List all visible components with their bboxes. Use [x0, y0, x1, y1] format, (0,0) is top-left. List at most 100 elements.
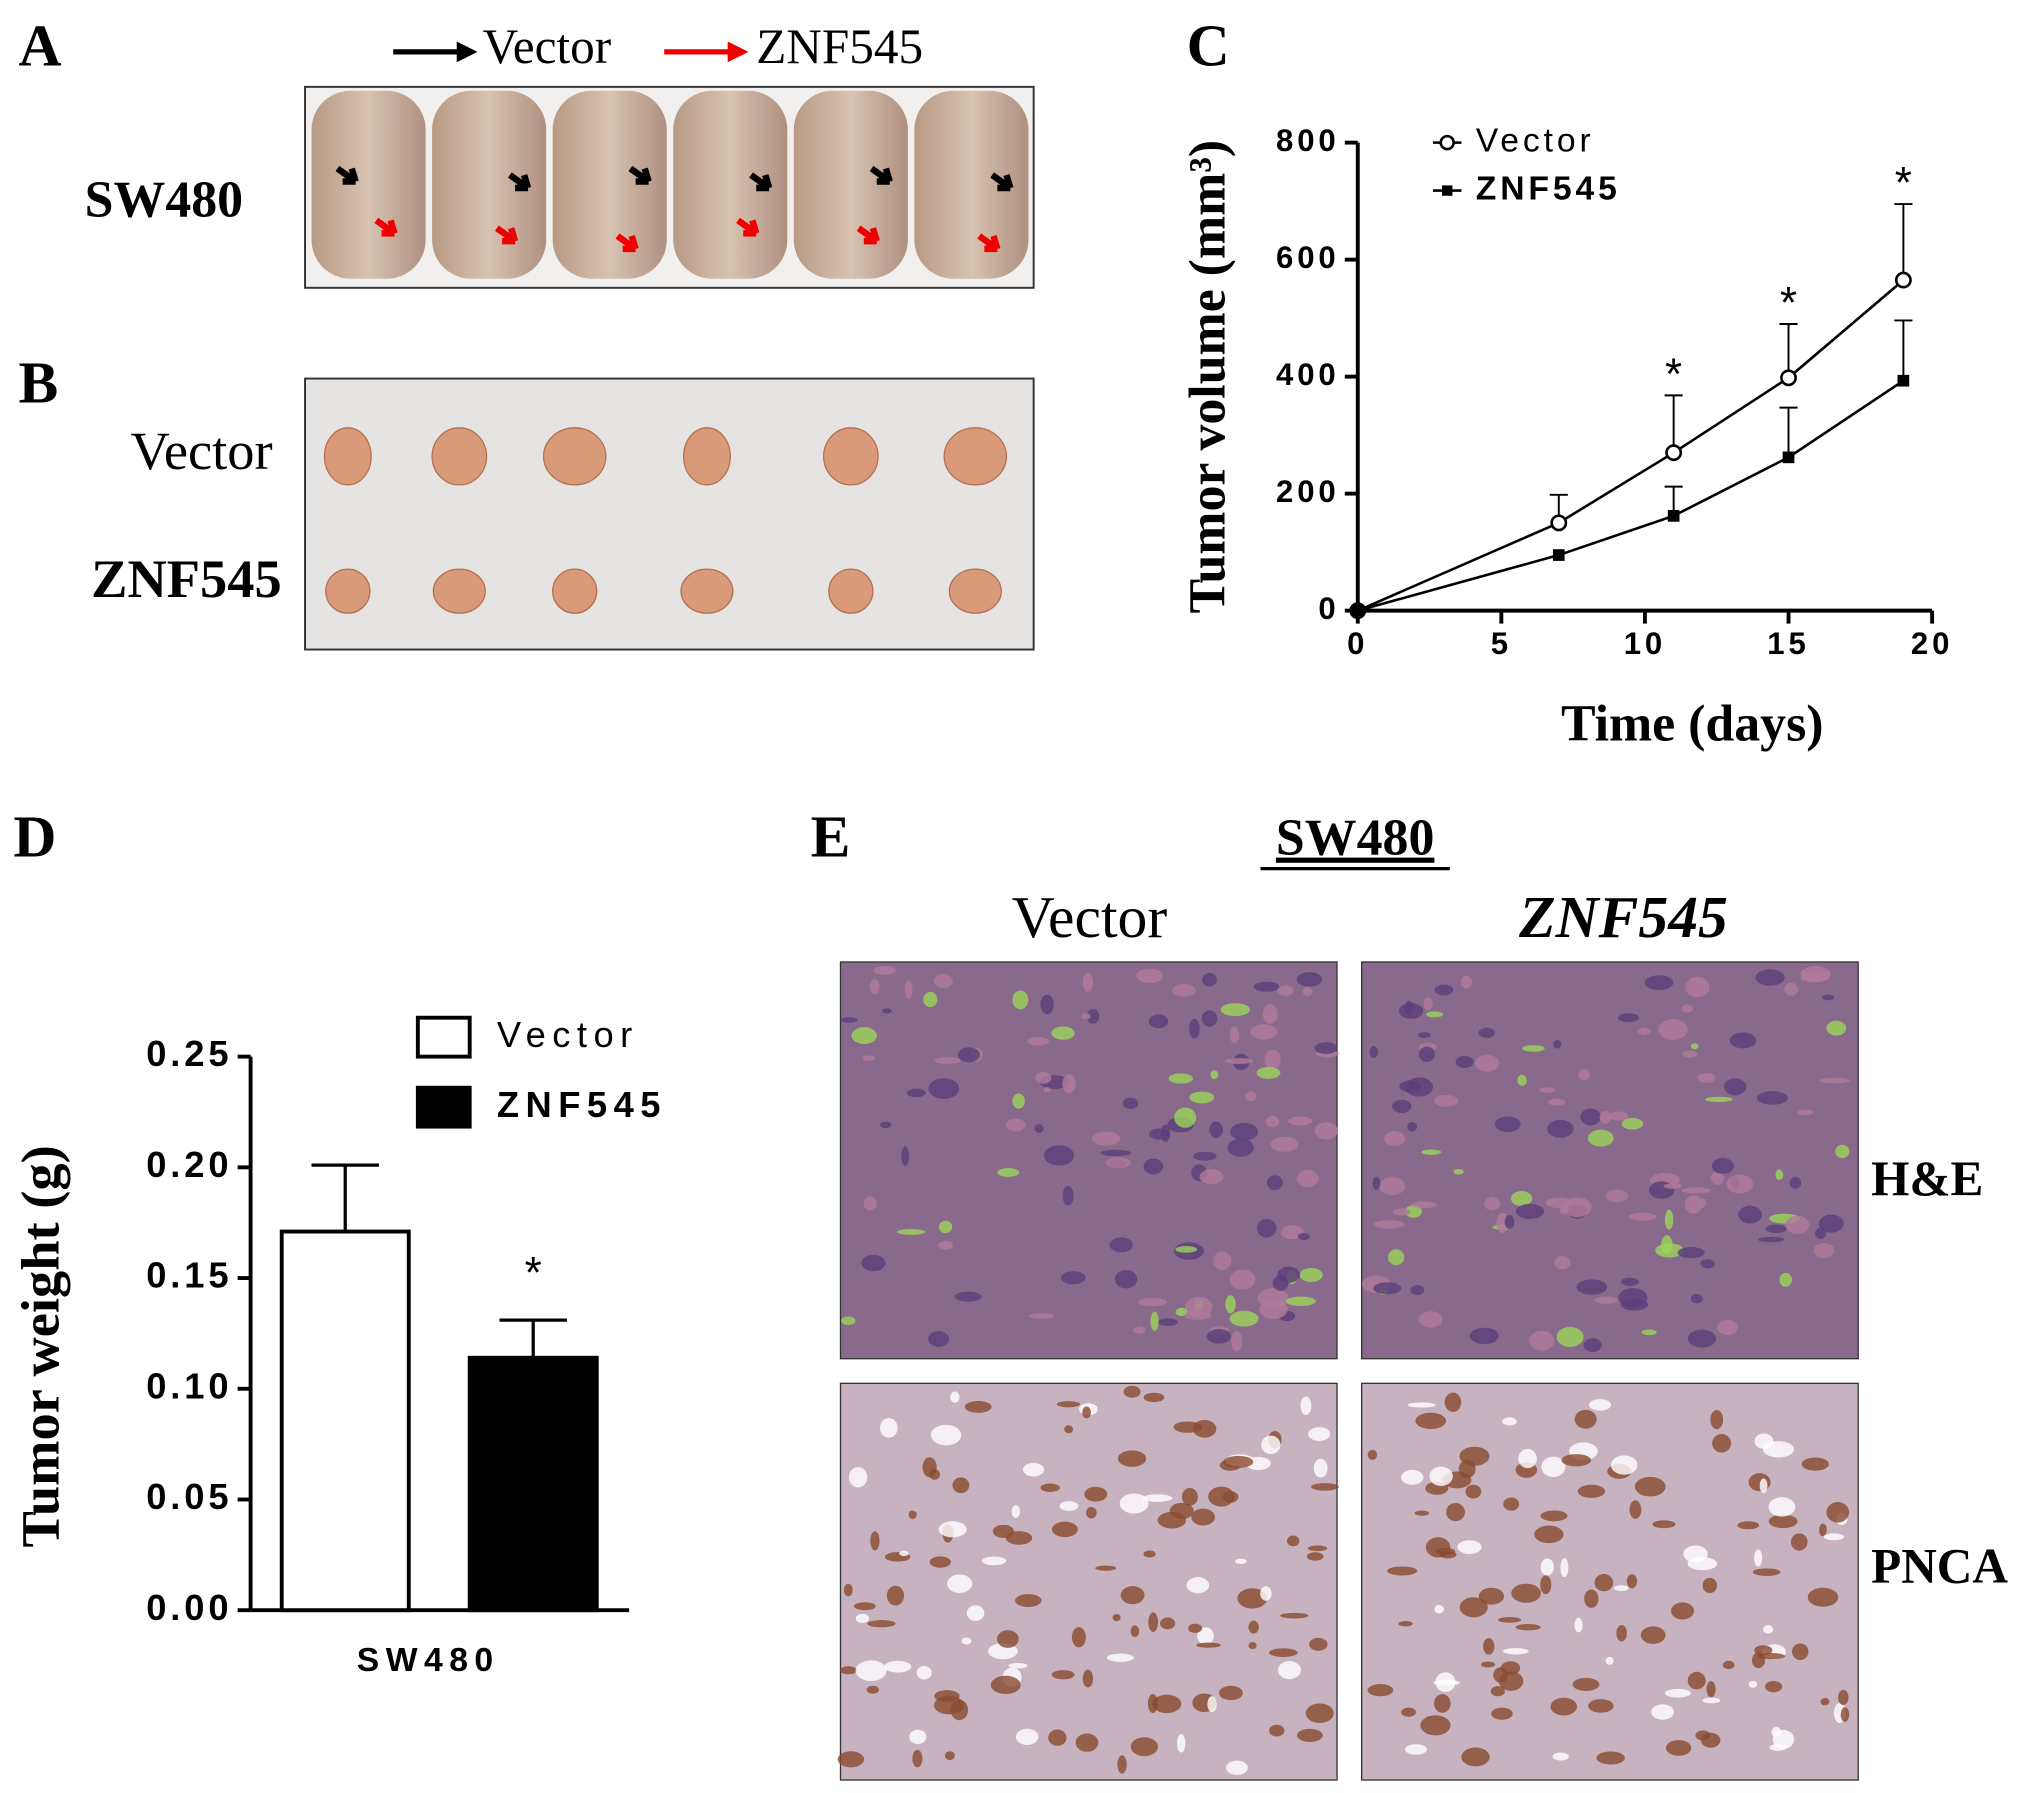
tissue	[1433, 1679, 1460, 1686]
tissue	[1401, 1707, 1417, 1717]
marker	[1550, 514, 1568, 532]
tissue	[1723, 1078, 1747, 1096]
tissue	[1628, 1212, 1657, 1221]
tissue	[899, 1550, 909, 1557]
tissue	[1123, 1385, 1141, 1398]
tissue	[1056, 1401, 1081, 1408]
tissue	[1392, 1099, 1412, 1114]
tissue	[934, 974, 953, 989]
arrow-red	[495, 225, 519, 245]
tissue	[1288, 1116, 1313, 1126]
tissue	[1043, 1086, 1052, 1093]
tissue	[1137, 1298, 1168, 1307]
tissue	[1152, 1694, 1182, 1714]
tissue	[1168, 1073, 1193, 1084]
tissue	[1561, 1454, 1592, 1467]
tissue	[1665, 1740, 1692, 1756]
tissue	[1618, 1288, 1648, 1308]
tissue	[1548, 1098, 1566, 1106]
tissue	[1702, 1697, 1721, 1704]
tissue	[1757, 1653, 1786, 1660]
tissue	[1248, 1620, 1259, 1634]
tissue	[1075, 1733, 1099, 1752]
tissue	[1775, 1169, 1784, 1180]
tissue	[1225, 1295, 1236, 1314]
tissue	[1716, 1319, 1738, 1335]
tissue	[1229, 1269, 1256, 1290]
tissue	[964, 1401, 992, 1413]
tissue	[1082, 972, 1094, 992]
tumor	[682, 427, 731, 486]
tissue	[1367, 1449, 1378, 1460]
tissue	[912, 1749, 923, 1768]
tissue	[1296, 972, 1323, 987]
row-label: PNCA	[1871, 1539, 2008, 1594]
tissue	[1789, 1176, 1802, 1189]
tissue	[884, 1660, 912, 1673]
tissue	[906, 1088, 926, 1098]
tissue	[1480, 1661, 1496, 1668]
x-tick-label: 15	[1767, 626, 1809, 661]
tissue	[1434, 1694, 1451, 1713]
error-bar	[311, 1163, 379, 1232]
tissue	[916, 1666, 932, 1680]
tissue	[944, 1751, 955, 1761]
tissue	[1082, 1669, 1094, 1688]
tissue	[1661, 1235, 1673, 1255]
tissue	[1671, 1602, 1695, 1620]
tissue	[1771, 1726, 1782, 1738]
legend-label: Vector	[1476, 122, 1595, 160]
tissue	[1768, 1514, 1798, 1529]
panel-letter: B	[19, 350, 59, 416]
error-bar	[1779, 322, 1798, 378]
tissue	[908, 1510, 917, 1520]
tumor	[822, 427, 879, 486]
tissue	[1225, 1760, 1248, 1775]
tissue	[1012, 990, 1029, 1010]
tissue	[1296, 1169, 1319, 1188]
tissue	[1644, 975, 1674, 991]
tissue	[1700, 1259, 1716, 1269]
tissue	[1826, 1020, 1847, 1036]
tissue	[1399, 1080, 1422, 1093]
tissue	[1801, 1457, 1829, 1471]
tissue	[1051, 1670, 1075, 1680]
y-tick-label: 0.10	[146, 1365, 232, 1406]
tissue	[950, 1391, 960, 1403]
tissue	[1587, 1129, 1614, 1147]
mouse-photo	[304, 85, 1035, 289]
tissue	[837, 1751, 865, 1768]
tissue	[997, 1167, 1020, 1177]
tissue	[1051, 1521, 1078, 1538]
tissue	[1687, 1671, 1706, 1690]
tissue	[1588, 1699, 1614, 1713]
tissue	[1540, 1510, 1568, 1522]
tissue	[1015, 1594, 1042, 1607]
column-label: ZNF545	[1518, 884, 1728, 950]
tissue	[1415, 1412, 1447, 1429]
y-tick-label: 800	[1276, 123, 1340, 158]
tissue	[840, 1017, 858, 1023]
panel-letter: E	[811, 803, 851, 869]
tissue	[1807, 1587, 1839, 1607]
tissue	[1435, 1547, 1456, 1556]
tissue	[922, 1457, 937, 1478]
tissue	[928, 1078, 960, 1099]
tissue	[1574, 1617, 1583, 1633]
tissue	[1784, 982, 1799, 996]
tissue	[1583, 1338, 1602, 1353]
tissue	[1637, 1027, 1651, 1035]
tissue	[1574, 1409, 1597, 1429]
tissue	[1759, 1478, 1768, 1494]
arrow-black	[628, 165, 652, 185]
tissue	[1257, 1218, 1277, 1238]
tissue	[1690, 1043, 1699, 1050]
marker	[1552, 549, 1565, 561]
tissue	[1572, 1677, 1600, 1691]
tissue	[928, 1331, 950, 1347]
tissue	[1313, 1458, 1328, 1478]
tissue	[1434, 1604, 1444, 1614]
tumor	[828, 568, 874, 614]
tissue	[1130, 1737, 1158, 1757]
